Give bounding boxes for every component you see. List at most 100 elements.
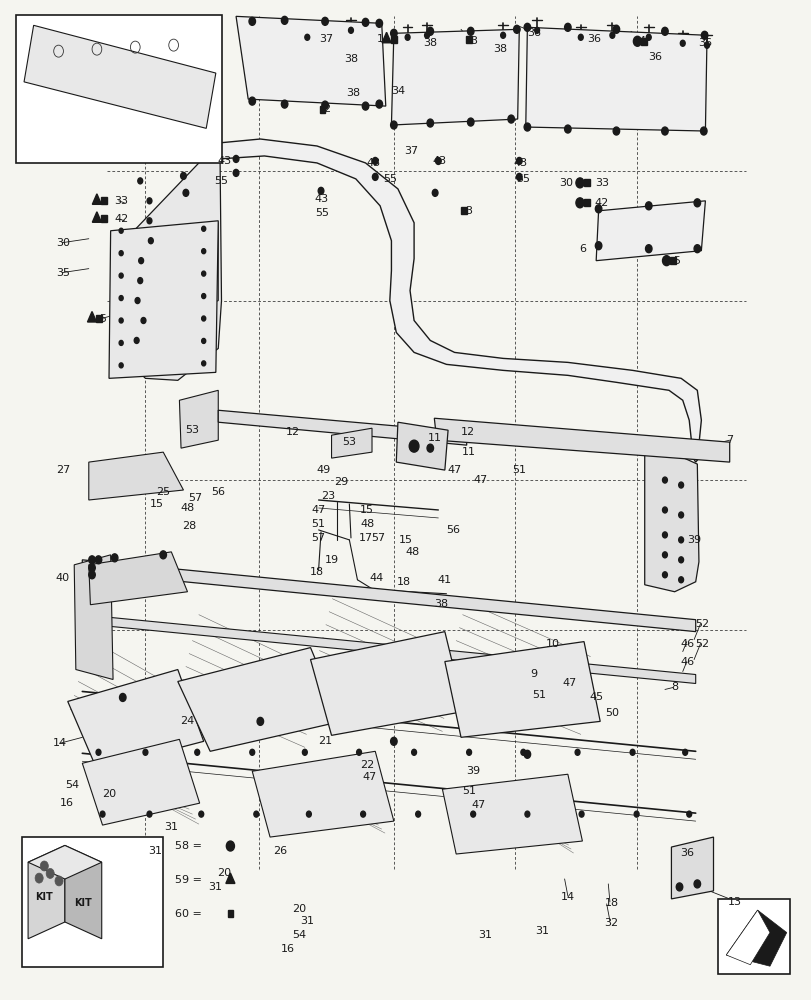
Circle shape [88,571,95,579]
Text: 38: 38 [434,599,448,609]
Circle shape [348,27,353,33]
Text: 38: 38 [423,38,437,48]
Circle shape [686,811,691,817]
Text: 18: 18 [397,577,411,587]
Circle shape [594,205,601,213]
Circle shape [318,187,324,194]
Text: 30: 30 [56,238,70,248]
Text: 58 =: 58 = [175,841,206,851]
Polygon shape [82,615,695,683]
Circle shape [306,811,311,817]
Bar [22,837,163,967]
Circle shape [629,749,634,755]
Circle shape [321,17,328,25]
Text: 60 =: 60 = [175,909,205,919]
Text: 25: 25 [156,487,170,497]
Circle shape [513,25,520,33]
Text: 52: 52 [694,619,708,629]
Polygon shape [179,390,218,448]
Polygon shape [391,29,519,125]
Text: 20: 20 [292,904,306,914]
Bar [466,36,471,43]
Text: 31: 31 [534,926,548,936]
Circle shape [160,551,166,559]
Circle shape [678,537,683,543]
Circle shape [633,36,641,46]
Circle shape [254,811,259,817]
Circle shape [372,157,378,164]
Text: 44: 44 [369,573,384,583]
Circle shape [226,841,234,851]
Circle shape [662,572,667,578]
Circle shape [180,172,186,179]
Text: 23: 23 [321,491,335,501]
Circle shape [693,245,700,253]
Text: 2: 2 [323,104,330,114]
Circle shape [409,440,418,452]
Circle shape [575,178,583,188]
Polygon shape [92,212,101,222]
Circle shape [424,32,429,38]
Text: 20: 20 [102,789,116,799]
Circle shape [701,31,707,39]
Circle shape [119,340,123,345]
Circle shape [415,811,420,817]
Polygon shape [252,751,393,837]
Text: 1: 1 [376,34,383,44]
Text: 51: 51 [311,519,325,529]
Polygon shape [92,194,101,204]
Text: 29: 29 [333,477,348,487]
Text: 47: 47 [473,475,487,485]
Polygon shape [236,16,385,106]
Polygon shape [442,774,581,854]
Text: 54: 54 [292,930,306,940]
PathPatch shape [218,139,701,462]
Circle shape [362,18,368,26]
Circle shape [201,294,205,299]
Circle shape [119,273,123,278]
Polygon shape [725,910,769,965]
Circle shape [201,316,205,321]
Circle shape [137,218,142,224]
Text: 55: 55 [516,174,530,184]
Circle shape [119,693,126,701]
Circle shape [564,125,570,133]
Circle shape [661,27,667,35]
Circle shape [516,173,521,180]
Text: 18: 18 [603,898,618,908]
Circle shape [645,245,651,253]
Circle shape [521,749,525,755]
Text: 31: 31 [164,822,178,832]
Circle shape [516,157,521,164]
Bar [101,197,107,204]
Text: 55: 55 [315,208,328,218]
Text: 5: 5 [99,314,106,324]
Circle shape [41,861,49,871]
Text: 50: 50 [605,708,619,718]
Circle shape [467,118,474,126]
Bar [461,207,466,214]
Circle shape [201,226,205,231]
Bar [584,179,590,186]
Bar [227,910,233,917]
Circle shape [411,749,416,755]
Bar [717,899,789,974]
Text: 54: 54 [66,780,79,790]
Text: 46: 46 [680,639,694,649]
Text: 30: 30 [559,178,573,188]
Circle shape [46,868,54,878]
Text: 36: 36 [697,38,711,48]
Text: 43: 43 [432,156,447,166]
Text: 36: 36 [680,848,693,858]
Circle shape [199,811,204,817]
Circle shape [680,40,684,46]
Circle shape [693,199,700,207]
Text: 9: 9 [530,669,537,679]
Text: 31: 31 [208,882,221,892]
Circle shape [55,876,63,886]
Polygon shape [310,632,464,735]
Circle shape [633,811,638,817]
Circle shape [249,17,255,25]
Circle shape [233,155,238,162]
Text: 48: 48 [405,547,419,557]
